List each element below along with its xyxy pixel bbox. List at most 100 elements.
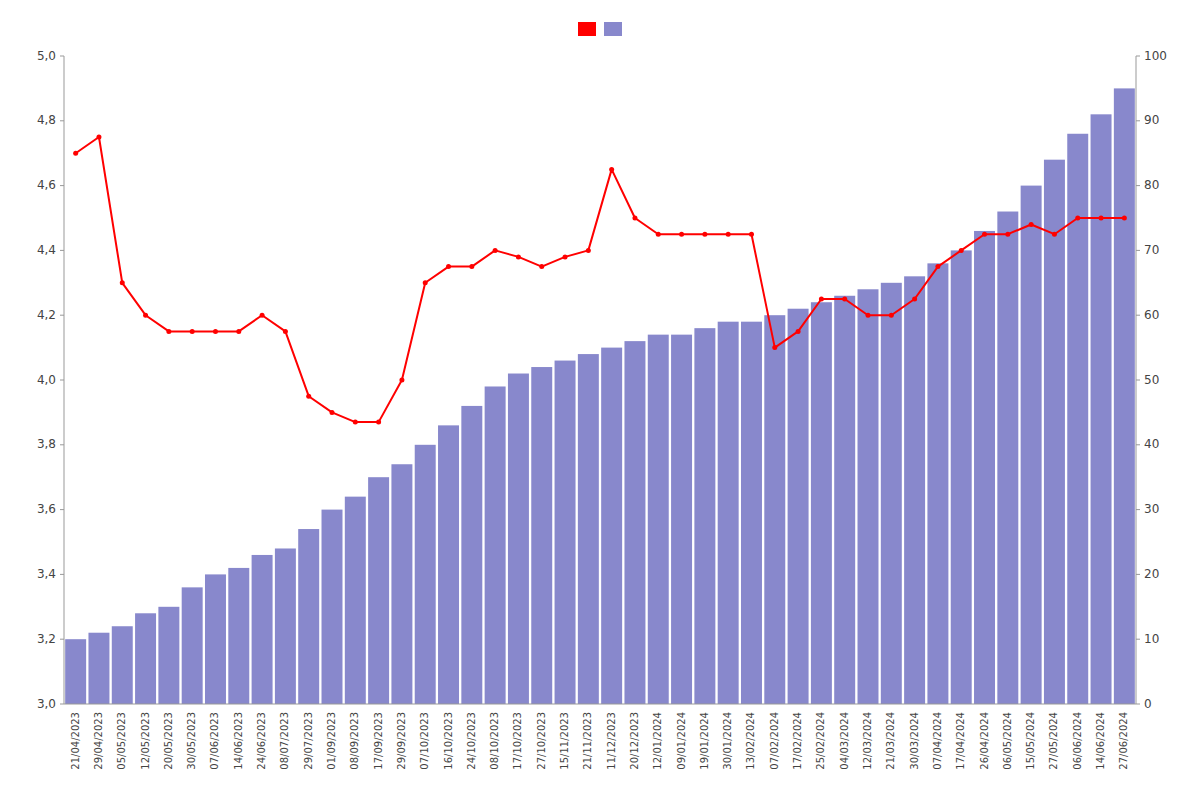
x-tick-label: 06/06/2024 [1072, 712, 1083, 770]
point [143, 313, 148, 318]
bar [811, 302, 832, 704]
y2-tick-label: 40 [1144, 437, 1159, 451]
point [842, 297, 847, 302]
point [213, 329, 218, 334]
x-tick-label: 08/10/2023 [489, 712, 500, 770]
x-tick-label: 27/05/2024 [1048, 712, 1059, 770]
y-tick [60, 315, 64, 316]
point [423, 280, 428, 285]
point [609, 167, 614, 172]
y2-tick [1136, 120, 1140, 121]
y-tick [60, 185, 64, 186]
x-tick-label: 16/10/2023 [443, 712, 454, 770]
point [260, 313, 265, 318]
x-tick-label: 11/12/2023 [606, 712, 617, 770]
bar [182, 587, 203, 704]
y2-tick [1136, 250, 1140, 251]
plot-area [65, 88, 1135, 704]
x-tick-label: 13/02/2024 [745, 712, 756, 770]
bar [788, 309, 809, 704]
bar [485, 386, 506, 704]
bar [555, 361, 576, 704]
chart: 3,03,23,43,63,84,04,24,44,64,85,00102030… [0, 0, 1200, 800]
bars [65, 88, 1135, 704]
y-tick-label: 3,6 [37, 502, 56, 516]
y-tick-label: 4,4 [37, 243, 56, 257]
y-tick [60, 380, 64, 381]
x-tick-label: 07/06/2023 [209, 712, 220, 770]
bar [718, 322, 739, 704]
bar [904, 276, 925, 704]
point [353, 420, 358, 425]
y-tick [60, 639, 64, 640]
y2-tick-label: 60 [1144, 308, 1159, 322]
y2-tick-label: 70 [1144, 243, 1159, 257]
point [959, 248, 964, 253]
x-tick-label: 27/06/2024 [1118, 712, 1129, 770]
y-tick-label: 3,4 [37, 567, 56, 581]
y-tick-label: 4,6 [37, 178, 56, 192]
point [866, 313, 871, 318]
point [586, 248, 591, 253]
point [446, 264, 451, 269]
x-tick-label: 19/01/2024 [699, 712, 710, 770]
y-tick-label: 4,2 [37, 308, 56, 322]
bar [1067, 134, 1088, 704]
point [772, 345, 777, 350]
point [1099, 216, 1104, 221]
bar [275, 548, 296, 704]
x-tick-label: 21/03/2024 [885, 712, 896, 770]
x-tick-label: 12/01/2024 [652, 712, 663, 770]
x-tick-label: 30/03/2024 [909, 712, 920, 770]
x-tick-label: 29/07/2023 [303, 712, 314, 770]
point [330, 410, 335, 415]
bar [205, 574, 226, 704]
point [539, 264, 544, 269]
point [376, 420, 381, 425]
legend [578, 22, 622, 36]
bar [65, 639, 86, 704]
bar [881, 283, 902, 704]
legend-swatch [604, 22, 622, 36]
x-tick-label: 09/01/2024 [676, 712, 687, 770]
x-tick-label: 14/06/2023 [233, 712, 244, 770]
x-tick-label: 25/02/2024 [815, 712, 826, 770]
bar [997, 212, 1018, 704]
point [749, 232, 754, 237]
y2-tick [1136, 704, 1140, 705]
point [632, 216, 637, 221]
point [889, 313, 894, 318]
point [935, 264, 940, 269]
point [190, 329, 195, 334]
y-tick-label: 3,2 [37, 632, 56, 646]
y-tick [60, 509, 64, 510]
x-tick-label: 07/10/2023 [419, 712, 430, 770]
y2-tick [1136, 444, 1140, 445]
y2-tick-label: 10 [1144, 632, 1159, 646]
point [516, 254, 521, 259]
x-tick-label: 15/11/2023 [559, 712, 570, 770]
point [96, 135, 101, 140]
x-tick-label: 30/05/2023 [186, 712, 197, 770]
y2-tick-label: 90 [1144, 113, 1159, 127]
bar [601, 348, 622, 704]
x-tick-label: 24/06/2023 [256, 712, 267, 770]
point [1122, 216, 1127, 221]
bar [252, 555, 273, 704]
bar [974, 231, 995, 704]
y2-tick [1136, 380, 1140, 381]
x-tick-label: 29/04/2023 [93, 712, 104, 770]
x-tick-label: 21/04/2023 [70, 712, 81, 770]
x-tick-label: 17/04/2024 [955, 712, 966, 770]
x-tick-label: 08/09/2023 [349, 712, 360, 770]
x-tick-label: 20/12/2023 [629, 712, 640, 770]
x-tick-label: 17/09/2023 [373, 712, 384, 770]
point [819, 297, 824, 302]
x-tick-label: 17/02/2024 [792, 712, 803, 770]
point [166, 329, 171, 334]
bar [858, 289, 879, 704]
bar [1021, 186, 1042, 704]
bar [694, 328, 715, 704]
x-axis-line [64, 704, 1136, 705]
bar [1044, 160, 1065, 704]
